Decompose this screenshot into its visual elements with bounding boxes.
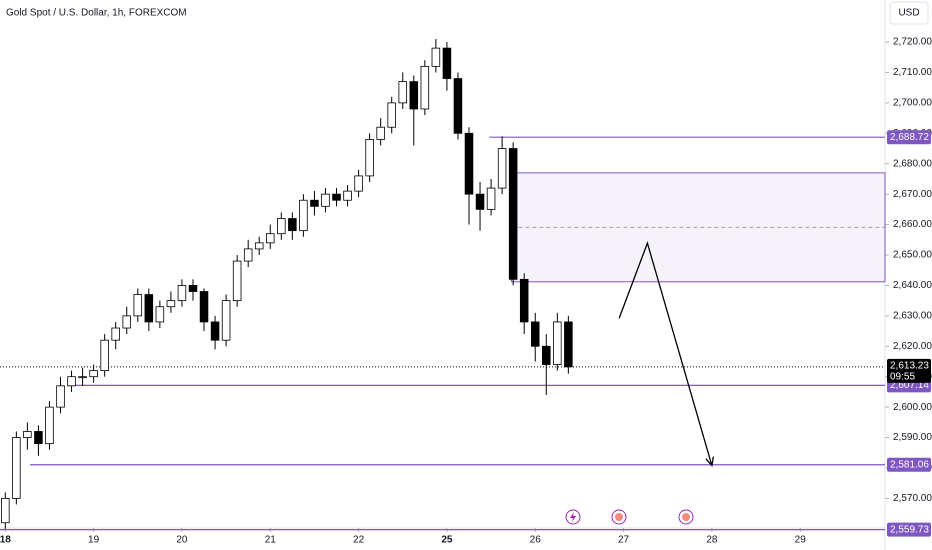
level-label-bg (887, 522, 931, 537)
candle-body (221, 300, 231, 341)
y-tick-label: 2,570.00 (893, 493, 932, 504)
candle-body (299, 199, 308, 232)
candle-body (133, 294, 143, 317)
level-label: 2,559.73 (890, 524, 929, 535)
arrow-head (705, 456, 715, 467)
x-tick-label: 20 (176, 535, 188, 546)
candle-body (497, 148, 507, 189)
x-tick-label: 27 (618, 535, 630, 546)
chart-title: Gold Spot / U.S. Dollar, 1h, FOREXCOM (6, 8, 187, 19)
candle-body (288, 218, 297, 232)
candle-body (343, 190, 352, 201)
candle-body (144, 294, 154, 323)
currency-button[interactable] (889, 1, 929, 25)
candle-body (475, 193, 485, 210)
y-tick-label: 2,700.00 (893, 98, 932, 109)
candle-body (310, 199, 319, 207)
y-tick-label: 2,720.00 (893, 37, 932, 48)
y-tick-label: 2,620.00 (893, 341, 932, 352)
last-price-bg (887, 358, 931, 383)
lightning (570, 512, 576, 522)
x-tick-label: 26 (530, 535, 542, 546)
last-price-label: 2,613.23 (890, 361, 929, 372)
candle-body (111, 327, 120, 341)
y-tick-label: 2,680.00 (893, 158, 932, 169)
x-tick-label: 29 (795, 535, 807, 546)
candle-body (34, 431, 43, 445)
x-tick-label: 28 (706, 535, 718, 546)
x-tick-label: 22 (353, 535, 365, 546)
currency[interactable]: USD (898, 8, 919, 19)
level-label: 2,581.06 (890, 459, 929, 470)
level-label-bg (887, 130, 931, 145)
candle-body (332, 193, 341, 201)
candle-body (56, 385, 65, 408)
candle-body (564, 321, 573, 368)
y-tick-label: 2,650.00 (893, 250, 932, 261)
candle-body (277, 218, 286, 235)
candle-body (365, 138, 374, 177)
candle-body (464, 132, 474, 195)
candle-body (431, 47, 441, 67)
candle-body (67, 376, 76, 387)
y-tick-label: 2,600.00 (893, 402, 932, 413)
y-tick-label: 2,630.00 (893, 310, 932, 321)
event-icons (565, 509, 694, 525)
candle-body (354, 175, 363, 192)
candle-body (486, 187, 496, 210)
level-label: 2,607.14 (890, 380, 929, 391)
candle-body (89, 370, 98, 378)
x-tick-label: 19 (88, 535, 100, 546)
candle-body (442, 47, 452, 79)
candle-body (177, 285, 187, 302)
candle-body (508, 148, 518, 280)
candle-body (166, 300, 176, 308)
candle-body (122, 315, 132, 329)
candle-body (266, 233, 275, 244)
candle-body (387, 102, 396, 128)
y-tick-label: 2,660.00 (893, 219, 932, 230)
candle-body (420, 65, 430, 110)
y-tick-label: 2,670.00 (893, 189, 932, 200)
countdown: 09:55 (890, 372, 915, 383)
projection-arrow (618, 241, 713, 466)
candle-body (243, 248, 253, 262)
candle-body (210, 321, 220, 341)
candle-body (188, 285, 198, 292)
candle-body (519, 278, 529, 323)
flag (615, 513, 623, 521)
candle-body (398, 81, 408, 104)
candle-body (45, 406, 54, 445)
candle-body (78, 376, 87, 379)
x-tick-label: 18 (0, 535, 11, 546)
level-label-bg (887, 457, 931, 472)
candle-body (199, 291, 209, 323)
candle-body (542, 345, 551, 365)
candle-body (254, 242, 264, 250)
candle-body (100, 339, 109, 372)
level-label: 2,688.72 (890, 132, 929, 143)
y-tick-label: 2,590.00 (893, 432, 932, 443)
candle-body (12, 437, 21, 499)
candle-body (1, 497, 10, 524)
flag (682, 513, 690, 521)
x-tick-label: 21 (265, 535, 277, 546)
candle-body (155, 306, 165, 323)
candle-body (409, 81, 419, 110)
candle-body (23, 431, 32, 438)
candle-body (453, 78, 463, 134)
x-tick-label: 25 (441, 535, 453, 546)
candle-body (376, 126, 385, 140)
candle-body (530, 321, 540, 347)
y-tick-label: 2,710.00 (893, 67, 932, 78)
candle-body (321, 193, 330, 207)
candle-body (232, 260, 242, 302)
candle-body (553, 321, 562, 365)
y-tick-label: 2,640.00 (893, 280, 932, 291)
